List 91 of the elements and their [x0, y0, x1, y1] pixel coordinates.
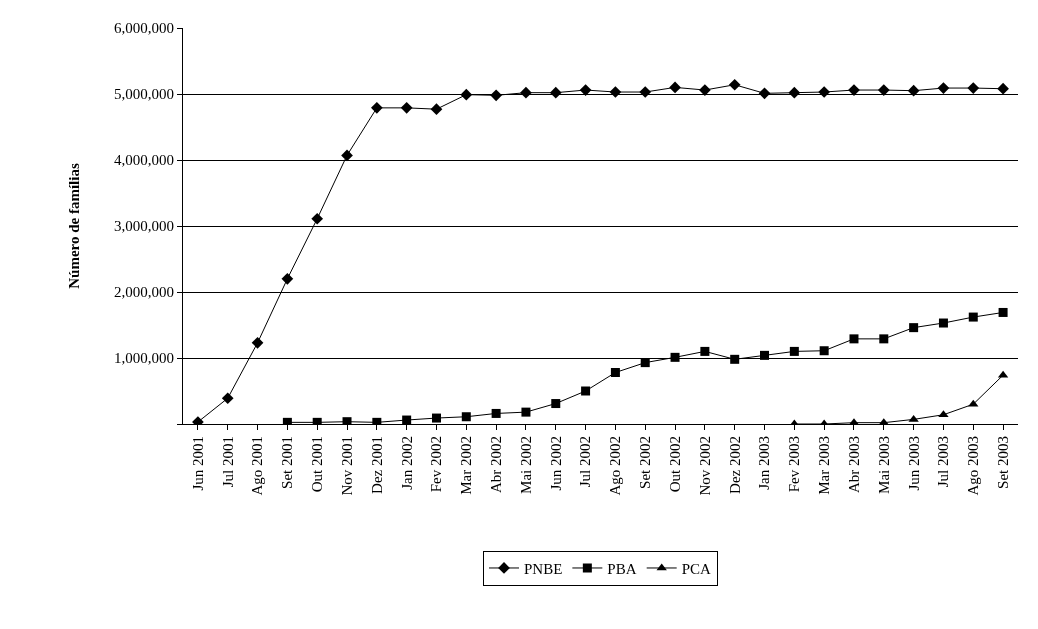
point	[609, 86, 622, 98]
x-tick-label: Mai 2003	[875, 436, 892, 494]
y-tick-label: 5,000,000	[114, 86, 174, 103]
point	[670, 352, 680, 362]
x-tick-label: Jan 2003	[756, 436, 773, 490]
x-tick-label: Nov 2001	[338, 436, 355, 496]
x-tick-label: Jul 2002	[577, 436, 594, 488]
point	[549, 86, 562, 99]
point	[281, 272, 294, 285]
x-tick-label: Out 2002	[666, 436, 683, 493]
x-tick-label: Dez 2001	[368, 436, 385, 494]
point	[342, 417, 352, 424]
point	[430, 103, 443, 116]
x-tick-label: Mai 2002	[517, 436, 534, 494]
x-tick-label: Ago 2002	[607, 436, 624, 496]
x-tick-label: Abr 2002	[488, 436, 505, 494]
x-tick-label: Ago 2001	[249, 436, 266, 496]
x-tick-label: Jul 2001	[219, 436, 236, 488]
x-tick-label: Jan 2002	[398, 436, 415, 490]
x-tick-label: Jul 2003	[935, 436, 952, 488]
x-tick-label: Set 2001	[279, 436, 296, 489]
point	[908, 414, 919, 422]
point	[491, 408, 501, 418]
point	[669, 81, 681, 94]
point	[877, 84, 890, 96]
y-tick-label: 4,000,000	[114, 152, 174, 169]
x-tick-label: Abr 2003	[845, 436, 862, 494]
point	[998, 307, 1008, 317]
point	[967, 82, 980, 94]
y-tick-label: 3,000,000	[114, 218, 174, 235]
x-tick-label: Out 2001	[309, 436, 326, 493]
y-tick-label: 2,000,000	[114, 284, 174, 301]
x-tick-label: Mar 2003	[816, 436, 833, 495]
point	[282, 417, 292, 424]
point	[221, 392, 234, 405]
point	[581, 386, 591, 396]
point	[760, 350, 770, 360]
point	[341, 149, 353, 162]
point	[312, 417, 322, 424]
point	[730, 354, 740, 364]
x-tick-label: Mar 2002	[458, 436, 475, 495]
point	[431, 413, 441, 423]
point	[460, 88, 473, 101]
point	[788, 86, 801, 99]
y-tick-label: 1,000,000	[114, 350, 174, 367]
point	[251, 336, 264, 349]
y-axis-title: Número de famílias	[66, 163, 83, 289]
point	[490, 89, 502, 102]
point	[968, 312, 978, 322]
point	[400, 102, 413, 114]
point	[997, 82, 1009, 95]
point	[938, 410, 949, 418]
legend-label: PNBE	[524, 560, 563, 577]
point	[789, 346, 799, 356]
point	[728, 78, 741, 91]
point	[907, 84, 920, 97]
point	[818, 86, 831, 98]
point	[639, 86, 652, 98]
point	[640, 358, 650, 368]
point	[879, 334, 889, 344]
point	[520, 86, 532, 99]
x-tick-label: Nov 2002	[696, 436, 713, 496]
point	[551, 399, 561, 409]
x-tick-label: Ago 2003	[965, 436, 982, 496]
x-tick-label: Set 2002	[637, 436, 654, 489]
point	[938, 318, 948, 328]
x-tick-label: Dez 2002	[726, 436, 743, 494]
point	[370, 102, 383, 114]
point	[610, 368, 620, 378]
point	[699, 84, 711, 96]
point	[579, 84, 592, 96]
x-tick-label: Set 2003	[994, 436, 1011, 489]
point	[521, 407, 531, 417]
x-tick-label: Fev 2003	[786, 436, 803, 493]
point	[937, 82, 950, 94]
point	[909, 323, 919, 333]
point	[311, 212, 324, 225]
point	[849, 334, 859, 344]
point	[372, 417, 382, 424]
y-tick-label: 6,000,000	[114, 20, 174, 37]
legend-label: PBA	[607, 560, 637, 577]
point	[402, 415, 412, 424]
legend-label: PCA	[681, 560, 712, 577]
point	[819, 346, 829, 356]
x-tick-label: Jun 2002	[547, 436, 564, 491]
point	[461, 412, 471, 422]
x-tick-label: Jun 2001	[189, 436, 206, 491]
point	[700, 346, 710, 356]
point	[758, 87, 771, 100]
x-tick-label: Fev 2002	[428, 436, 445, 493]
x-tick-label: Jun 2003	[905, 436, 922, 491]
